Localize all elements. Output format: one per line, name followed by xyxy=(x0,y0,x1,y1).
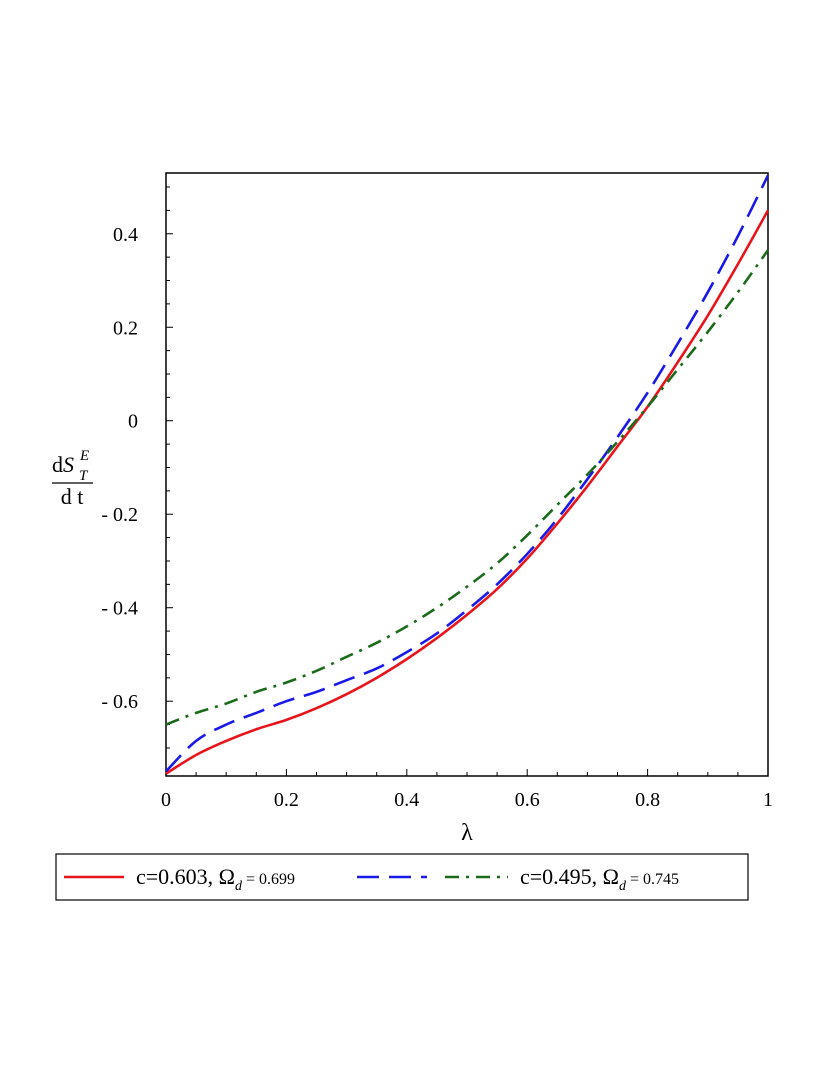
y-axis-title-superscript: E xyxy=(79,448,89,464)
ticks xyxy=(165,186,769,776)
svg-text:dS: dS xyxy=(52,452,74,477)
y-axis-title: dS E T d t xyxy=(52,448,93,509)
series-line-green xyxy=(165,249,770,726)
x-tick-label: 0.2 xyxy=(274,789,299,811)
x-tick-label: 0.8 xyxy=(635,789,660,811)
y-tick-label: - 0.6 xyxy=(101,691,138,713)
legend-item-red: c=0.603, Ωd = 0.699 xyxy=(136,864,295,894)
y-axis-title-prefix: d xyxy=(52,452,63,477)
x-tick-label: 0.6 xyxy=(515,789,540,811)
x-tick-label: 1 xyxy=(763,789,773,811)
y-tick-label: - 0.2 xyxy=(101,504,138,526)
y-tick-label: 0.2 xyxy=(113,317,138,339)
y-tick-label: 0.4 xyxy=(113,224,138,246)
series-line-blue xyxy=(165,174,770,773)
series-layer xyxy=(165,174,770,775)
x-tick-label: 0 xyxy=(161,789,171,811)
y-axis-title-symbol: S xyxy=(63,452,74,477)
legend: c=0.603, Ωd = 0.699 c=0.495, Ωd = 0.745 xyxy=(55,853,749,901)
series-line-red xyxy=(165,209,770,775)
tick-labels: 0 0.2 0.4 0.6 0.8 1 0.4 0.2 0 - 0.2 - 0.4 - 0.6 xyxy=(101,224,773,811)
x-axis-title: λ xyxy=(461,820,473,846)
y-tick-label: 0 xyxy=(128,411,138,433)
y-axis-title-subscript: T xyxy=(79,468,89,484)
legend-item-green: c=0.495, Ωd = 0.745 xyxy=(520,864,679,894)
plot-frame xyxy=(165,172,769,777)
y-axis-title-denominator: d t xyxy=(61,484,84,509)
y-tick-label: - 0.4 xyxy=(101,598,138,620)
x-tick-label: 0.4 xyxy=(394,789,419,811)
